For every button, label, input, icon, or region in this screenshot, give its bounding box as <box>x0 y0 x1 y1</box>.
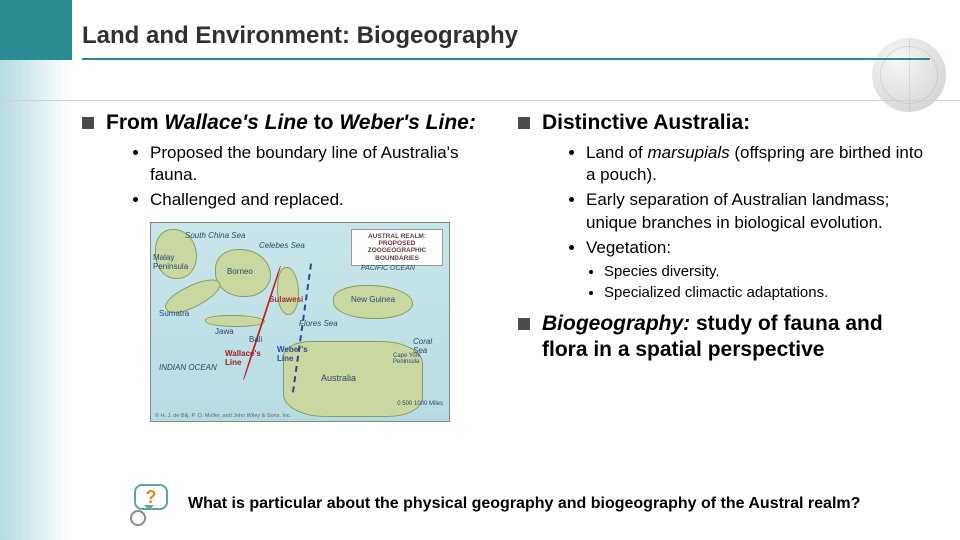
map-label: INDIAN OCEAN <box>159 363 217 372</box>
map-label: Borneo <box>227 267 253 276</box>
map-label: Australia <box>321 373 356 383</box>
map-figure: AUSTRAL REALM: PROPOSED ZOOGEOGRAPHIC BO… <box>150 222 450 422</box>
em: Wallace's Line <box>164 111 308 134</box>
right-heading2-item: Biogeography: study of fauna and flora i… <box>518 311 930 364</box>
bullet: Vegetation: <box>586 237 930 259</box>
map-credit: © H. J. de Blij, P. O. Muller, and John … <box>155 413 291 419</box>
right-heading-2: Biogeography: study of fauna and flora i… <box>542 312 883 361</box>
horizontal-rule <box>0 100 960 101</box>
left-heading-item: From Wallace's Line to Weber's Line: Pro… <box>82 110 494 422</box>
bullet: Early separation of Australian landmass;… <box>586 189 930 233</box>
right-heading-item: Distinctive Australia: Land of marsupial… <box>518 110 930 303</box>
landmass-sulawesi <box>277 267 299 315</box>
map-scale: 0 500 1000 Miles <box>397 401 443 407</box>
bullet: Land of marsupials (offspring are birthe… <box>586 142 930 186</box>
map-label: Wallace's Line <box>225 349 263 367</box>
question-text: What is particular about the physical ge… <box>188 494 860 514</box>
sub-bullet: Specialized climactic adaptations. <box>604 283 930 303</box>
map-label: Jawa <box>215 327 234 336</box>
map-label: Bali <box>249 335 262 344</box>
map-legend: AUSTRAL REALM: PROPOSED ZOOGEOGRAPHIC BO… <box>351 229 443 267</box>
legend-line: BOUNDARIES <box>355 255 439 262</box>
bullet: Challenged and replaced. <box>150 189 494 211</box>
txt: Land of <box>586 143 647 162</box>
title-underline <box>82 58 930 60</box>
txt: to <box>308 111 340 134</box>
legend-line: ZOOGEOGRAPHIC <box>355 247 439 254</box>
map-label: Cape York Peninsula <box>393 353 427 365</box>
map-label: Flores Sea <box>299 319 338 328</box>
legend-line: AUSTRAL REALM: <box>355 233 439 240</box>
question-row: ? What is particular about the physical … <box>130 482 900 526</box>
question-icon: ? <box>130 482 174 526</box>
left-list: From Wallace's Line to Weber's Line: Pro… <box>82 110 494 422</box>
map-label: Malay Peninsula <box>153 253 183 271</box>
em: Weber's Line: <box>339 111 475 134</box>
map-label: Weber's Line <box>277 345 311 363</box>
txt: From <box>106 111 164 134</box>
corner-block <box>0 0 72 60</box>
right-sub: Land of marsupials (offspring are birthe… <box>542 142 930 258</box>
right-list: Distinctive Australia: Land of marsupial… <box>518 110 930 363</box>
person-head-icon <box>130 510 146 526</box>
em: marsupials <box>647 143 729 162</box>
map-label: PACIFIC OCEAN <box>361 265 415 272</box>
right-column: Distinctive Australia: Land of marsupial… <box>518 110 930 470</box>
landmass-jawa <box>205 315 265 327</box>
em: Biogeography: <box>542 312 690 335</box>
bullet: Proposed the boundary line of Australia'… <box>150 142 494 186</box>
slide-title: Land and Environment: Biogeography <box>82 22 930 50</box>
speech-bubble-icon: ? <box>134 484 168 510</box>
right-heading-1: Distinctive Australia: <box>542 111 750 134</box>
legend-line: PROPOSED <box>355 240 439 247</box>
left-accent <box>0 0 72 540</box>
slide: Land and Environment: Biogeography From … <box>0 0 960 540</box>
sub-bullet: Species diversity. <box>604 262 930 282</box>
columns: From Wallace's Line to Weber's Line: Pro… <box>82 110 930 470</box>
map-label: Sumatra <box>159 309 189 318</box>
map-label: South China Sea <box>185 231 246 240</box>
left-column: From Wallace's Line to Weber's Line: Pro… <box>82 110 494 470</box>
map-label: Sulawesi <box>269 295 303 304</box>
map-label: New Guinea <box>351 295 395 304</box>
right-sub2: Species diversity. Specialized climactic… <box>542 262 930 303</box>
map-label: Celebes Sea <box>259 241 305 250</box>
left-heading: From Wallace's Line to Weber's Line: <box>106 111 476 134</box>
left-sub: Proposed the boundary line of Australia'… <box>106 142 494 211</box>
qmark: ? <box>146 487 157 508</box>
title-wrap: Land and Environment: Biogeography <box>82 22 930 50</box>
